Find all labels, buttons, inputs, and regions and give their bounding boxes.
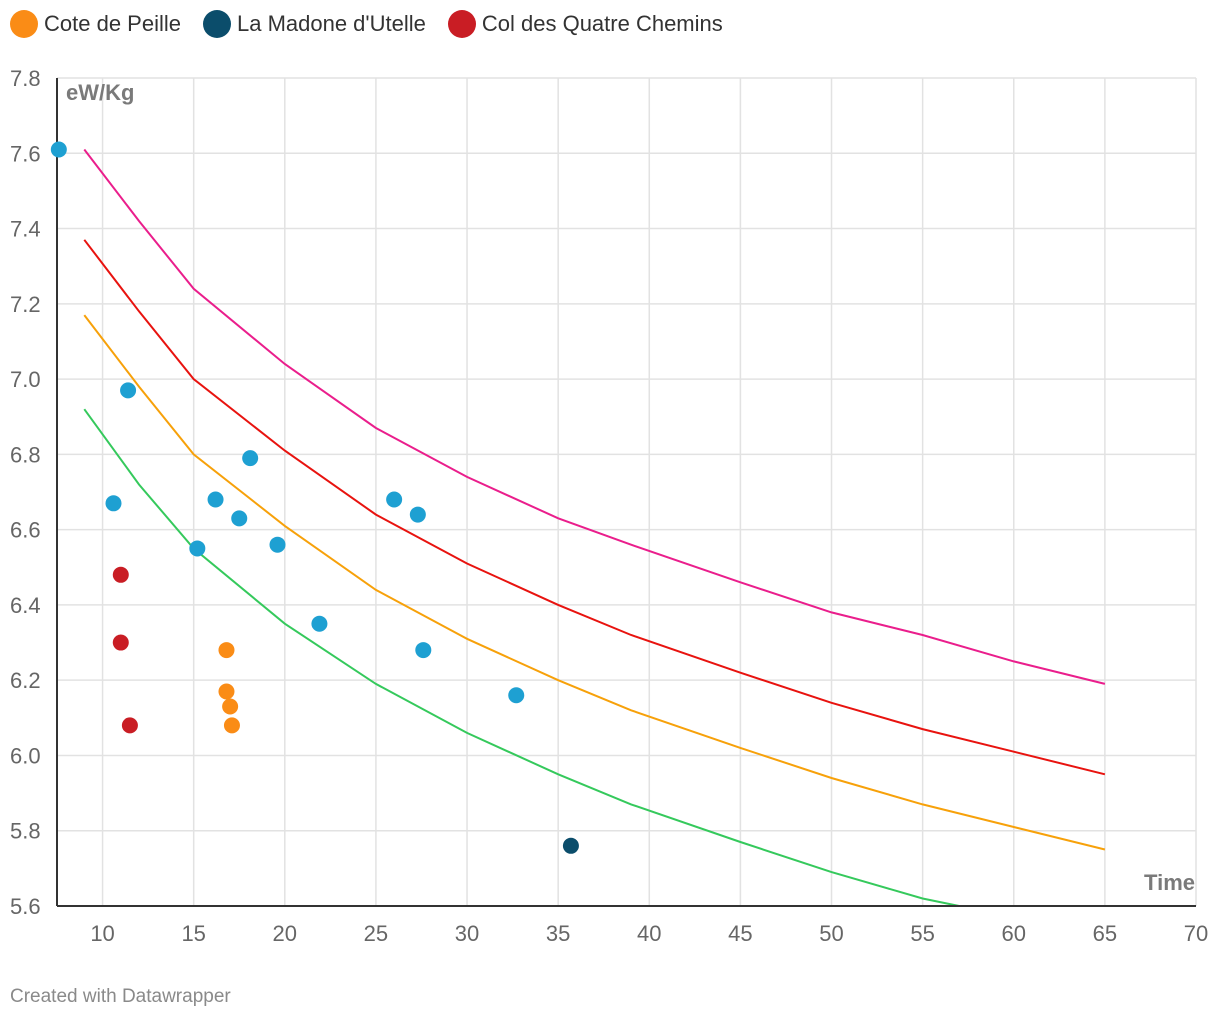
legend-label: Col des Quatre Chemins bbox=[481, 11, 723, 36]
data-point bbox=[112, 634, 129, 651]
x-tick-label: 50 bbox=[819, 921, 843, 946]
data-point bbox=[508, 687, 525, 704]
green-curve bbox=[83, 408, 960, 907]
curves bbox=[83, 148, 1106, 907]
data-point bbox=[112, 566, 129, 583]
y-tick-label: 7.0 bbox=[10, 367, 41, 392]
y-tick-label: 6.2 bbox=[10, 668, 41, 693]
data-point bbox=[231, 510, 248, 527]
footer-credit: Created with Datawrapper bbox=[10, 986, 231, 1007]
x-tick-label: 60 bbox=[1002, 921, 1026, 946]
x-axis-title: Time bbox=[1144, 870, 1195, 895]
data-point bbox=[409, 506, 426, 523]
data-point bbox=[121, 717, 138, 734]
legend-label: La Madone d'Utelle bbox=[236, 11, 426, 36]
y-tick-label: 7.8 bbox=[10, 66, 41, 91]
magenta-curve bbox=[83, 148, 1106, 685]
data-point bbox=[105, 495, 122, 512]
x-tick-label: 65 bbox=[1093, 921, 1117, 946]
axes bbox=[56, 78, 1196, 907]
x-tick-label: 55 bbox=[910, 921, 934, 946]
scatter-chart: 5.6 5.8 6.0 6.2 6.4 6.6 6.8 7.0 7.2 7.4 7.6 7.8 10 15… bbox=[10, 66, 1208, 946]
data-point bbox=[269, 536, 286, 553]
x-tick-label: 25 bbox=[364, 921, 388, 946]
y-axis-title: eW/Kg bbox=[66, 80, 134, 105]
points bbox=[50, 141, 579, 854]
red-curve bbox=[83, 239, 1106, 776]
legend-dot-icon bbox=[447, 10, 476, 38]
x-tick-label: 10 bbox=[90, 921, 114, 946]
data-point bbox=[50, 141, 67, 158]
x-tick-label: 45 bbox=[728, 921, 752, 946]
data-point bbox=[218, 683, 235, 700]
x-tick-label: 70 bbox=[1184, 921, 1208, 946]
legend: Cote de Peille La Madone d'Utelle Col de… bbox=[10, 10, 723, 38]
axis-labels: 5.6 5.8 6.0 6.2 6.4 6.6 6.8 7.0 7.2 7.4 7.6 7.8 10 15… bbox=[10, 66, 1208, 946]
legend-dot-icon bbox=[10, 10, 38, 38]
data-point bbox=[207, 491, 224, 508]
y-tick-label: 6.8 bbox=[10, 442, 41, 467]
x-tick-label: 40 bbox=[637, 921, 661, 946]
y-tick-label: 5.8 bbox=[10, 819, 41, 844]
y-tick-label: 6.4 bbox=[10, 593, 41, 618]
y-tick-label: 6.0 bbox=[10, 743, 41, 768]
legend-item-col-des-quatre-chemins: Col des Quatre Chemins bbox=[447, 10, 723, 38]
x-tick-label: 35 bbox=[546, 921, 570, 946]
data-point bbox=[223, 717, 240, 734]
legend-item-cote-de-peille: Cote de Peille bbox=[10, 10, 181, 38]
legend-item-la-madone: La Madone d'Utelle bbox=[202, 10, 426, 38]
x-tick-label: 20 bbox=[273, 921, 297, 946]
x-tick-label: 15 bbox=[181, 921, 205, 946]
data-point bbox=[562, 837, 579, 854]
y-tick-label: 6.6 bbox=[10, 518, 41, 543]
data-point bbox=[218, 642, 235, 659]
y-tick-label: 7.4 bbox=[10, 217, 41, 242]
data-point bbox=[222, 698, 239, 715]
data-point bbox=[311, 615, 328, 632]
data-point bbox=[189, 540, 206, 557]
data-point bbox=[120, 382, 137, 399]
y-tick-label: 7.2 bbox=[10, 292, 41, 317]
legend-label: Cote de Peille bbox=[44, 11, 181, 36]
orange-curve bbox=[83, 314, 1106, 851]
y-tick-label: 5.6 bbox=[10, 894, 41, 919]
grid bbox=[57, 77, 1197, 906]
data-point bbox=[386, 491, 403, 508]
y-tick-label: 7.6 bbox=[10, 141, 41, 166]
data-point bbox=[242, 450, 259, 467]
data-point bbox=[415, 642, 432, 659]
legend-dot-icon bbox=[202, 10, 231, 38]
x-tick-label: 30 bbox=[455, 921, 479, 946]
